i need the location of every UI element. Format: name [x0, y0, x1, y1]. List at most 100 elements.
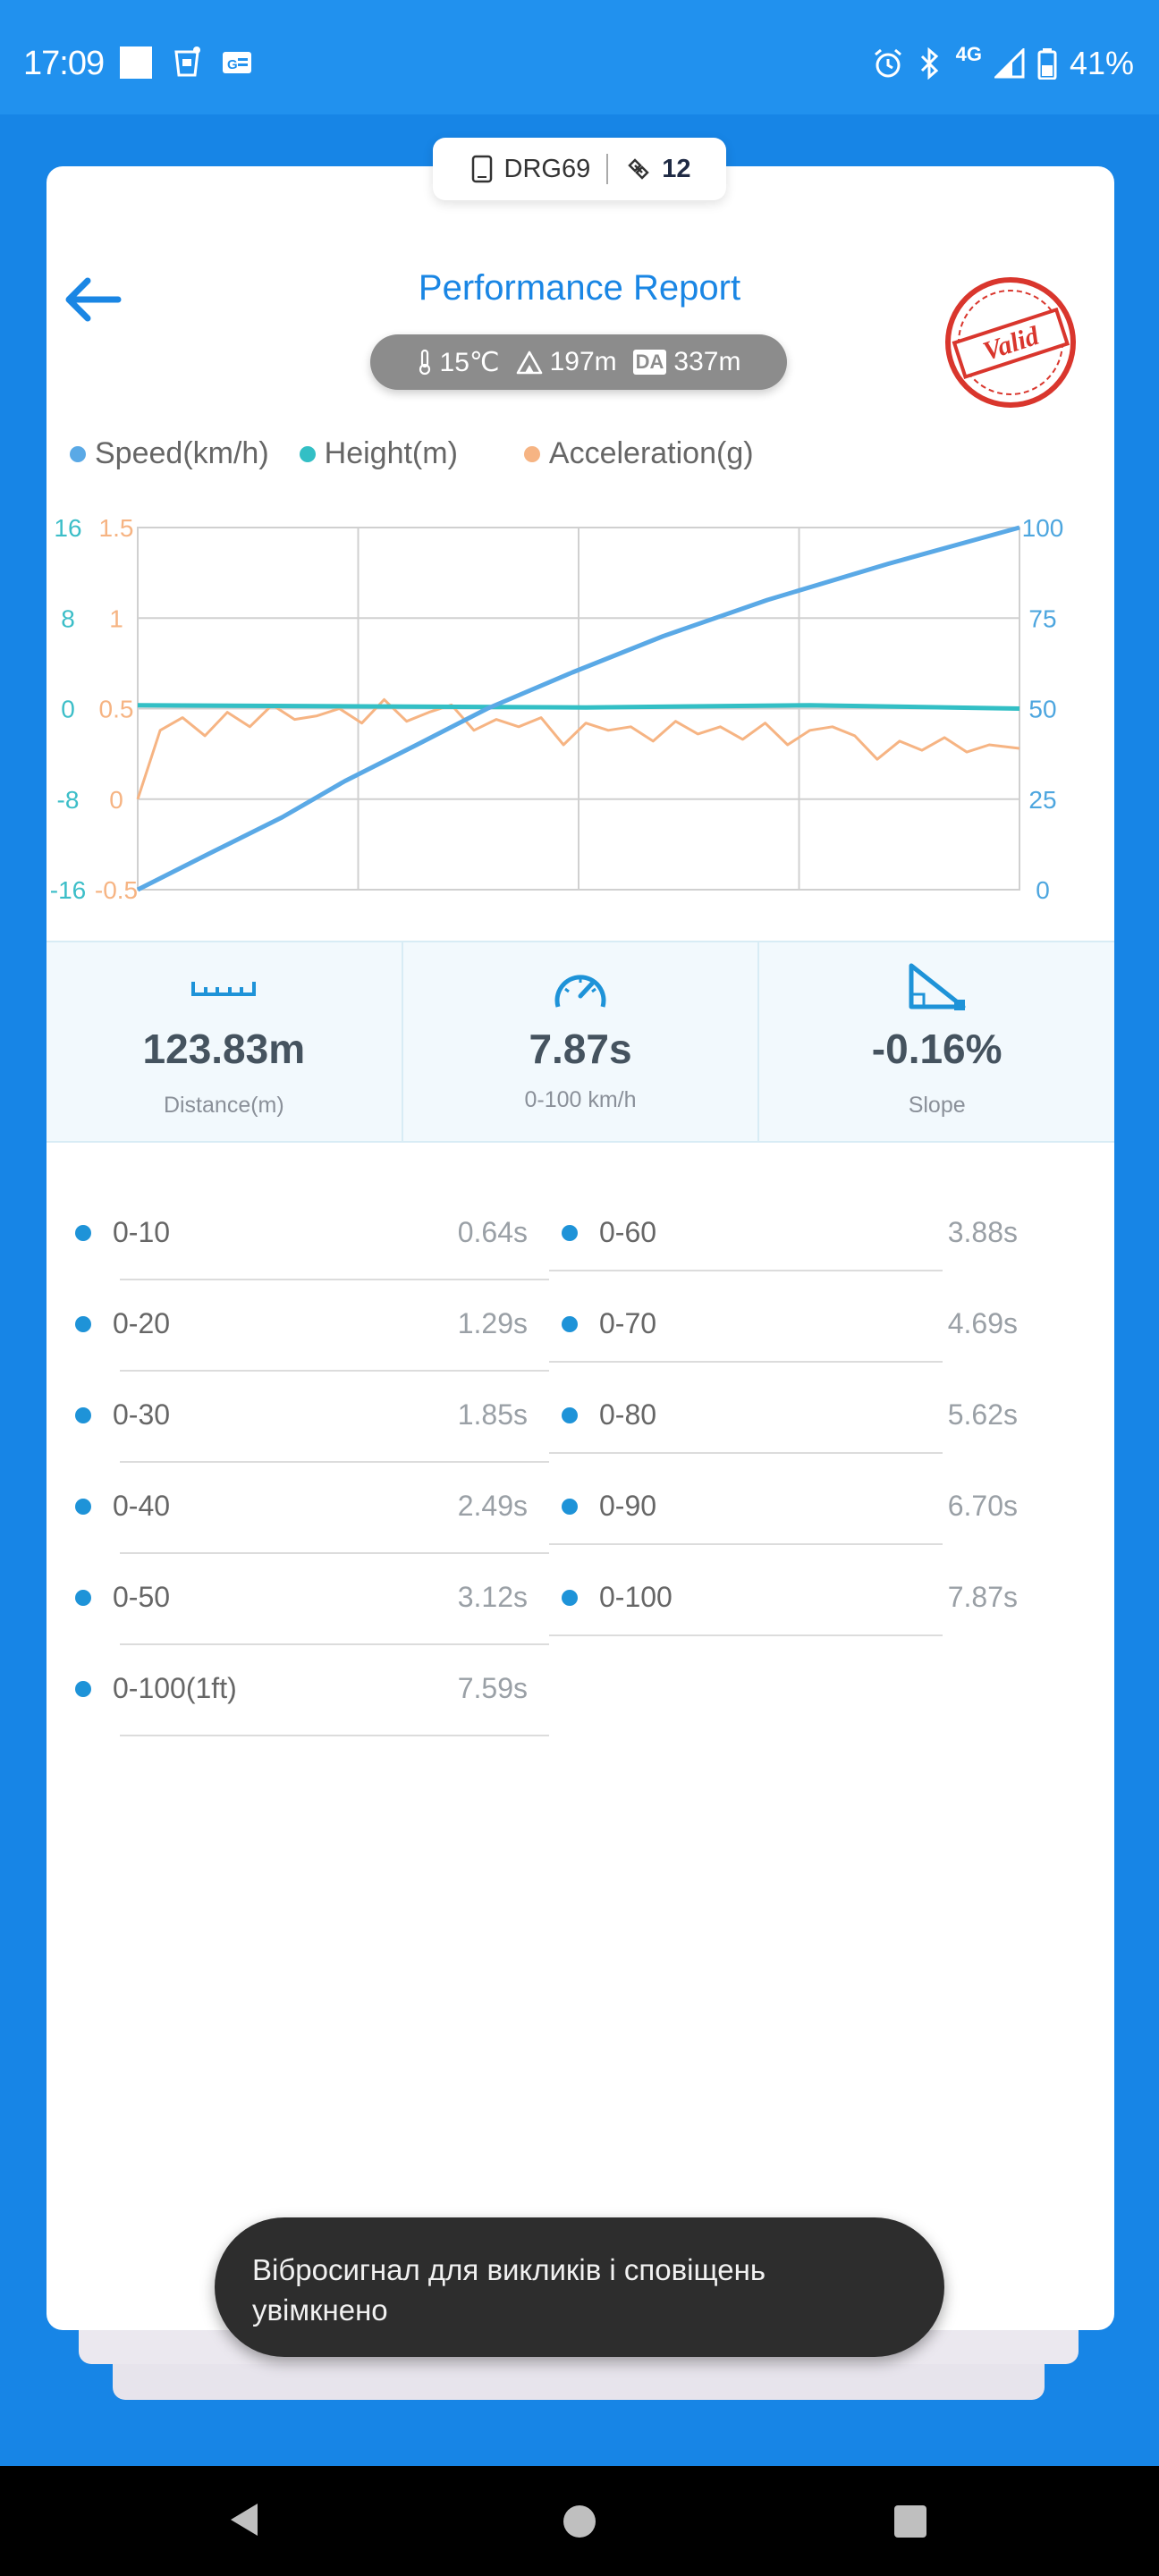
speedometer-icon — [554, 975, 606, 1008]
split-row: 0-50 3.12s — [75, 1554, 549, 1645]
svg-text:G: G — [227, 57, 238, 72]
split-time: 6.70s — [947, 1490, 1018, 1522]
split-name: 0-30 — [113, 1398, 171, 1431]
right-tick-label: 100 — [1022, 514, 1064, 542]
notification-square-icon — [120, 46, 152, 79]
split-bullet — [562, 1225, 578, 1241]
split-divider — [120, 1461, 549, 1463]
split-divider — [549, 1634, 943, 1636]
split-name: 0-60 — [599, 1216, 657, 1248]
slope-icon — [909, 963, 966, 1010]
environment-conditions: 15℃ 197m DA 337m — [370, 334, 787, 390]
right-tick-label: 75 — [1028, 604, 1056, 632]
split-bullet — [562, 1316, 578, 1332]
legend-acceleration: Acceleration(g) — [523, 436, 754, 471]
split-name: 0-100(1ft) — [113, 1672, 237, 1704]
split-time: 5.62s — [947, 1398, 1018, 1431]
network-type: 4G — [955, 43, 982, 65]
slope-label: Slope — [908, 1093, 966, 1118]
page-title: Performance Report — [418, 268, 741, 308]
split-divider — [549, 1270, 943, 1271]
legend-acceleration-label: Acceleration(g) — [548, 436, 754, 470]
split-row: 0-80 5.62s — [562, 1372, 1018, 1463]
split-bullet — [75, 1407, 91, 1423]
stat-acceleration-time: 7.87s 0-100 km/h — [403, 942, 760, 1141]
altitude-value: 197m — [549, 347, 617, 376]
stats-strip: 123.83m Distance(m) 7.87s 0-100 km/h -0.… — [47, 941, 1114, 1143]
split-divider — [120, 1279, 549, 1280]
altitude-item: 197m — [516, 347, 617, 377]
split-divider — [120, 1370, 549, 1372]
split-name: 0-20 — [113, 1307, 171, 1339]
legend-speed: Speed(km/h) — [70, 436, 269, 471]
device-pill[interactable]: DRG69 12 — [433, 138, 726, 200]
left-outer-tick-label: -16 — [50, 876, 86, 903]
legend-height: Height(m) — [299, 436, 458, 471]
status-bar: 17:09 G 4G 41% — [0, 0, 1159, 114]
split-divider — [120, 1552, 549, 1554]
news-notification-icon: G — [223, 52, 251, 73]
chart-legend: Speed(km/h) Height(m) Acceleration(g) — [70, 436, 754, 471]
split-row: 0-100 7.87s — [562, 1554, 1018, 1645]
split-name: 0-90 — [599, 1490, 657, 1522]
split-divider — [549, 1543, 943, 1545]
temperature-item: 15℃ — [417, 347, 500, 378]
pill-divider — [606, 154, 609, 184]
split-bullet — [562, 1499, 578, 1515]
temperature-value: 15℃ — [439, 347, 500, 377]
split-name: 0-10 — [113, 1216, 171, 1248]
legend-acceleration-dot — [523, 445, 540, 462]
split-row: 0-10 0.64s — [75, 1189, 549, 1280]
status-time: 17:09 — [23, 45, 105, 82]
split-time: 1.85s — [457, 1398, 528, 1431]
split-name: 0-40 — [113, 1490, 171, 1522]
split-name: 0-80 — [599, 1398, 657, 1431]
split-row: 0-40 2.49s — [75, 1463, 549, 1554]
battery-percent: 41% — [1069, 45, 1134, 81]
split-bullet — [562, 1407, 578, 1423]
nav-home-icon[interactable] — [562, 2504, 597, 2539]
split-time: 1.29s — [457, 1307, 528, 1339]
split-bullet — [75, 1225, 91, 1241]
left-outer-tick-label: 16 — [54, 514, 81, 542]
system-nav-bar — [0, 2466, 1159, 2576]
nav-recents-icon[interactable] — [893, 2504, 928, 2539]
left-inner-tick-label: 1.5 — [99, 514, 134, 542]
split-time: 0.64s — [457, 1216, 528, 1248]
cup-notification-icon — [174, 46, 200, 77]
back-arrow-icon[interactable] — [61, 268, 123, 331]
battery-icon — [1037, 48, 1057, 80]
density-altitude-item: DA 337m — [632, 347, 741, 377]
split-time: 3.12s — [457, 1581, 528, 1613]
stat-distance: 123.83m Distance(m) — [47, 942, 403, 1141]
split-row: 0-20 1.29s — [75, 1280, 549, 1372]
nav-back-icon[interactable] — [225, 2500, 261, 2539]
left-inner-tick-label: 0 — [109, 786, 123, 814]
split-row: 0-70 4.69s — [562, 1280, 1018, 1372]
split-time: 3.88s — [947, 1216, 1018, 1248]
legend-height-label: Height(m) — [324, 436, 458, 470]
split-row: 0-100(1ft) 7.59s — [75, 1645, 549, 1736]
height-series-line — [137, 703, 1020, 711]
zero-to-hundred-value: 7.87s — [529, 1026, 632, 1072]
split-bullet — [75, 1316, 91, 1332]
density-altitude-value: 337m — [673, 347, 741, 376]
valid-stamp-icon: Valid — [945, 277, 1076, 408]
split-bullet — [75, 1499, 91, 1515]
bluetooth-icon — [920, 47, 938, 80]
distance-value: 123.83m — [142, 1026, 306, 1072]
left-inner-tick-label: 0.5 — [99, 696, 134, 723]
split-row: 0-30 1.85s — [75, 1372, 549, 1463]
split-bullet — [562, 1590, 578, 1606]
legend-height-dot — [299, 445, 316, 462]
device-name: DRG69 — [503, 154, 591, 183]
stat-slope: -0.16% Slope — [759, 942, 1114, 1141]
acceleration-series-line — [136, 697, 1020, 800]
status-right-group: 4G 41% — [872, 43, 1134, 82]
split-divider — [120, 1643, 549, 1645]
ruler-icon — [191, 982, 257, 996]
left-inner-tick-label: 1 — [109, 604, 123, 632]
split-time: 7.87s — [947, 1581, 1018, 1613]
split-divider — [549, 1452, 943, 1454]
right-tick-label: 0 — [1036, 876, 1050, 903]
